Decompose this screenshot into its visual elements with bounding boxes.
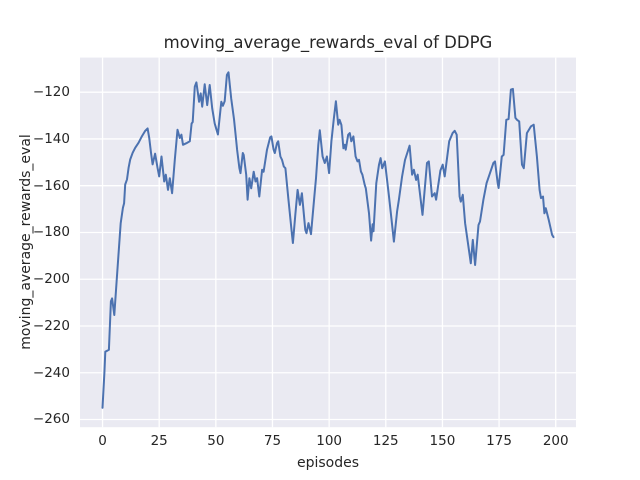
y-axis-label: moving_average_rewards_eval: [18, 134, 34, 350]
x-tick-label: 75: [263, 433, 282, 449]
x-tick-label: 50: [207, 433, 225, 449]
y-tick-label: −220: [32, 317, 70, 334]
y-tick-label: −200: [32, 271, 70, 288]
plot-background: [80, 57, 576, 428]
x-tick-label: 100: [316, 433, 343, 449]
y-tick-label: −140: [32, 130, 70, 147]
x-tick-label: 175: [486, 433, 512, 449]
y-tick-label: −120: [32, 84, 70, 101]
y-tick-label: −240: [32, 364, 70, 381]
x-tick-label: 0: [98, 433, 107, 449]
data-line: [101, 71, 555, 409]
y-tick-label: −260: [32, 411, 70, 428]
chart-title: moving_average_rewards_eval of DDPG: [163, 33, 493, 52]
x-tick-label: 150: [429, 433, 456, 449]
y-tick-label: −180: [32, 224, 70, 241]
x-tick-label: 25: [150, 433, 168, 449]
y-tick-label: −160: [32, 177, 70, 194]
x-axis-label: episodes: [296, 455, 360, 471]
x-tick-label: 125: [372, 433, 399, 449]
x-tick-label: 200: [542, 433, 569, 449]
